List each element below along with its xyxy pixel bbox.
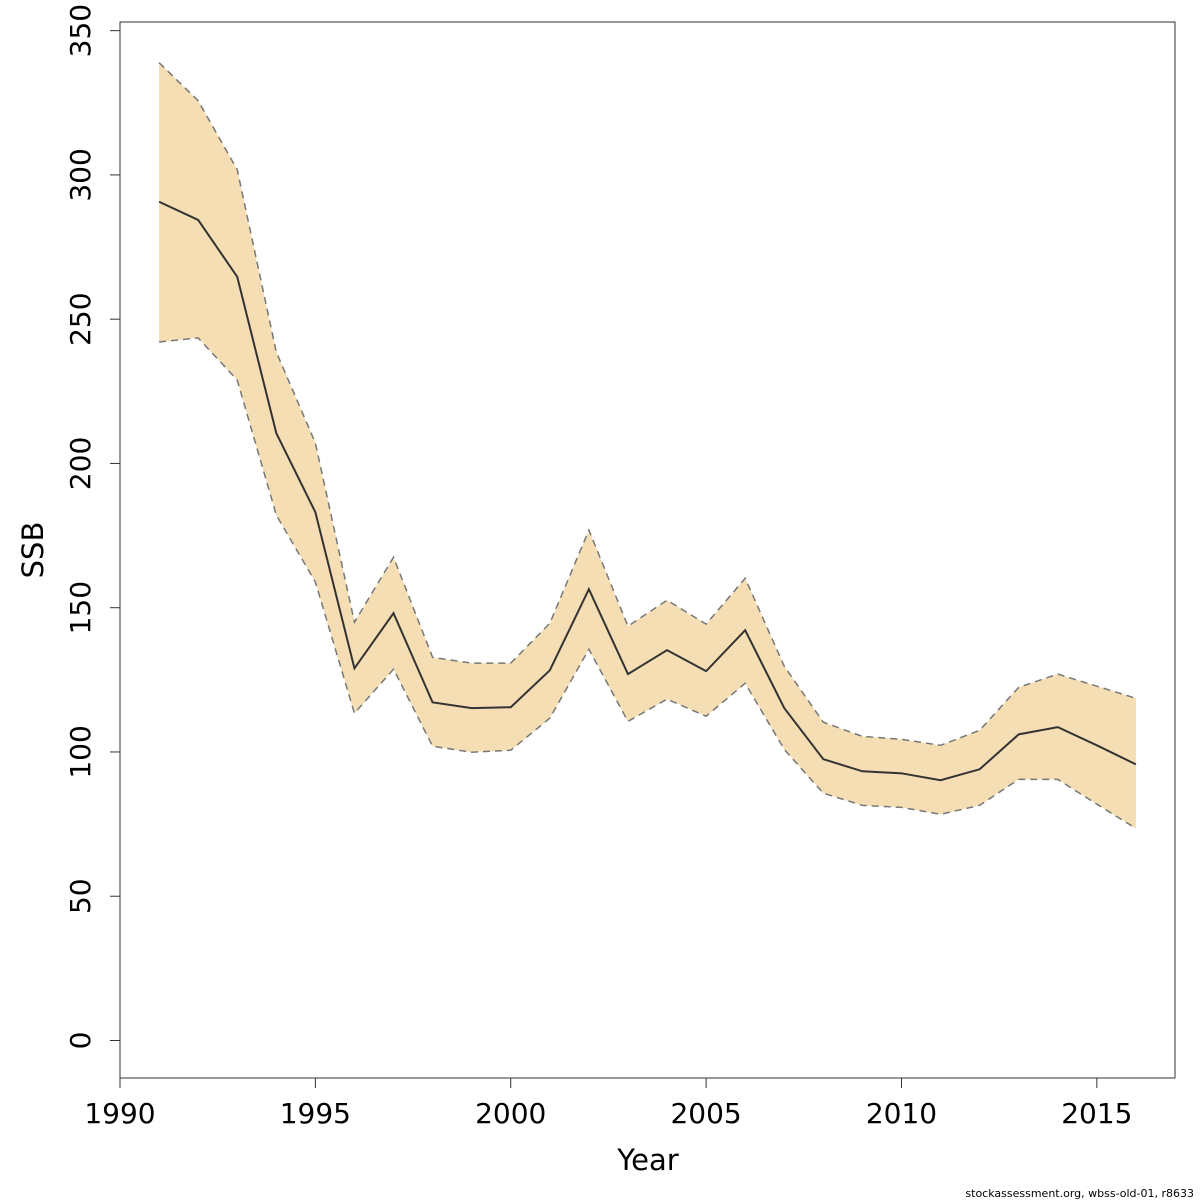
y-tick-label: 100 [64, 725, 97, 778]
x-tick-label: 2010 [866, 1097, 937, 1130]
confidence-band [159, 62, 1136, 829]
y-tick-label: 50 [64, 878, 97, 914]
y-tick-label: 300 [64, 148, 97, 201]
ssb-line [158, 200, 1137, 782]
y-tick-label: 350 [64, 4, 97, 57]
y-tick-label: 0 [64, 1032, 97, 1050]
footer: stockassessment.org, wbss-old-01, r8633 [965, 1187, 1194, 1200]
y-tick-label: 150 [64, 581, 97, 634]
upper-bound [158, 62, 1137, 747]
x-tick-label: 2000 [475, 1097, 546, 1130]
y-tick-label: 200 [64, 437, 97, 490]
x-tick-label: 1995 [280, 1097, 351, 1130]
x-tick-label: 2005 [670, 1097, 741, 1130]
lower-bound [158, 337, 1137, 830]
y-axis-label: SSB [16, 522, 50, 579]
x-axis-label: Year [616, 1143, 678, 1177]
y-tick-label: 250 [64, 292, 97, 345]
x-tick-label: 2015 [1061, 1097, 1132, 1130]
plot-box [119, 21, 1176, 1079]
x-tick-label: 1990 [84, 1097, 155, 1130]
